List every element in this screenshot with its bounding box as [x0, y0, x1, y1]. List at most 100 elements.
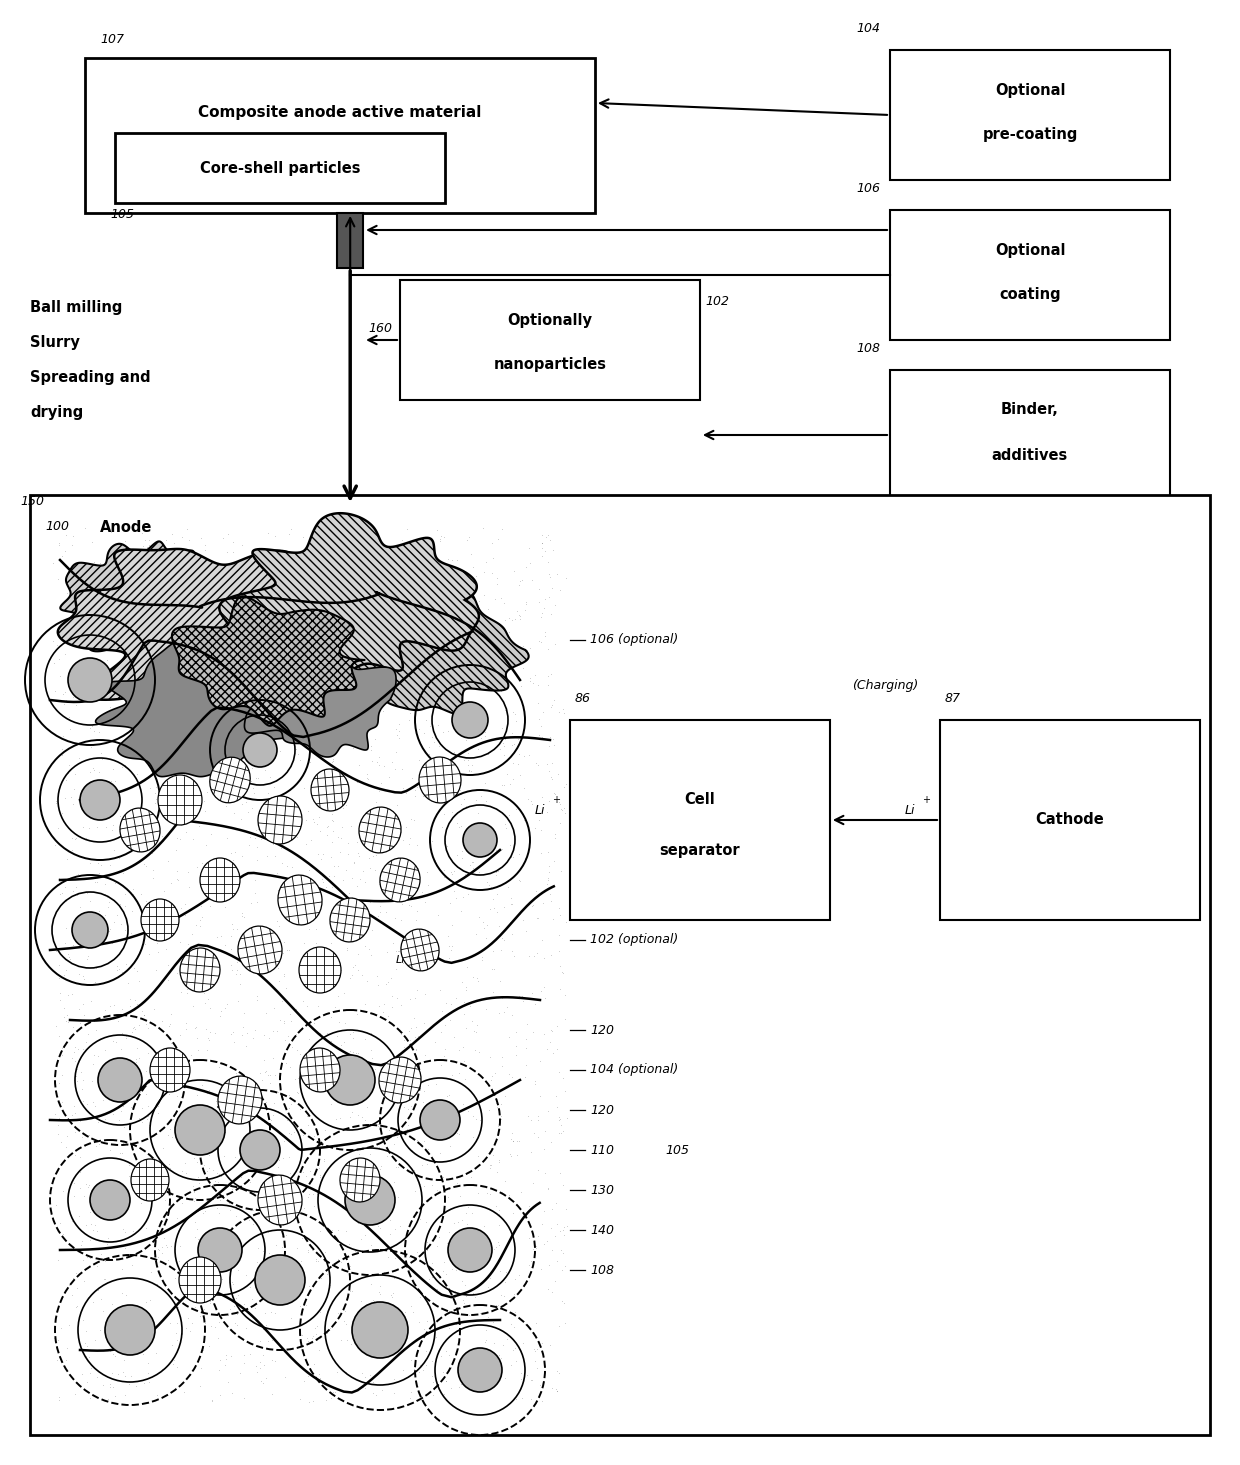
Point: [316, 823, 336, 847]
Point: [465, 1285, 485, 1308]
Point: [123, 1021, 143, 1045]
Point: [314, 1147, 334, 1171]
Point: [162, 555, 182, 579]
Point: [184, 1190, 203, 1213]
Point: [477, 913, 497, 936]
Point: [360, 694, 379, 718]
Point: [544, 782, 564, 806]
Point: [56, 768, 76, 791]
Point: [126, 1374, 146, 1398]
Point: [303, 1389, 322, 1412]
Point: [83, 549, 103, 573]
Point: [289, 965, 309, 989]
Point: [515, 845, 534, 869]
Point: [538, 637, 558, 661]
Point: [109, 571, 129, 595]
Point: [159, 1153, 179, 1176]
FancyBboxPatch shape: [940, 719, 1200, 920]
Point: [315, 737, 335, 760]
Point: [130, 812, 150, 835]
Point: [265, 1064, 285, 1087]
Point: [314, 530, 334, 554]
Point: [181, 771, 201, 794]
Point: [258, 522, 278, 545]
Point: [227, 722, 247, 746]
Point: [119, 1182, 139, 1206]
Point: [520, 943, 539, 967]
Point: [77, 1093, 97, 1116]
Point: [425, 662, 445, 686]
Point: [265, 576, 285, 599]
Point: [475, 724, 495, 747]
Point: [308, 812, 327, 835]
Point: [176, 1317, 196, 1340]
Point: [193, 1118, 213, 1141]
Point: [327, 1247, 347, 1270]
Point: [149, 1238, 169, 1261]
Point: [341, 1040, 361, 1064]
Point: [391, 694, 410, 718]
Point: [122, 621, 141, 645]
Point: [436, 990, 456, 1014]
Point: [67, 693, 87, 716]
Point: [129, 624, 149, 648]
Point: [351, 1289, 371, 1313]
Point: [306, 930, 326, 954]
Point: [144, 1146, 164, 1169]
Point: [551, 858, 570, 882]
Point: [455, 675, 475, 699]
Point: [374, 861, 394, 885]
Point: [254, 1149, 274, 1172]
Point: [363, 1289, 383, 1313]
Point: [290, 749, 310, 772]
Point: [495, 1169, 515, 1193]
Point: [311, 774, 331, 797]
Point: [549, 1108, 569, 1131]
Text: drying: drying: [30, 404, 83, 420]
Point: [394, 1028, 414, 1052]
Point: [247, 952, 267, 976]
Point: [306, 782, 326, 806]
Circle shape: [243, 732, 277, 768]
Point: [169, 689, 188, 712]
Point: [527, 1357, 547, 1380]
Point: [253, 1343, 273, 1367]
Point: [262, 1329, 281, 1352]
Point: [543, 576, 563, 599]
Point: [413, 784, 433, 807]
Point: [180, 642, 200, 665]
Point: [291, 713, 311, 737]
Point: [361, 1021, 381, 1045]
Point: [407, 834, 427, 857]
Point: [371, 797, 391, 820]
Point: [114, 1115, 134, 1138]
Point: [521, 1109, 541, 1132]
Point: [51, 665, 71, 689]
Point: [144, 583, 164, 607]
Point: [455, 1273, 475, 1297]
Point: [542, 693, 562, 716]
Point: [99, 675, 119, 699]
Point: [126, 1061, 146, 1084]
Point: [407, 979, 427, 1002]
Point: [336, 793, 356, 816]
Point: [99, 891, 119, 914]
Point: [420, 715, 440, 738]
Point: [405, 1355, 425, 1379]
Point: [134, 1371, 154, 1395]
Point: [412, 732, 432, 756]
Point: [100, 1373, 120, 1396]
Point: [250, 1081, 270, 1105]
Point: [56, 932, 76, 955]
Point: [84, 1094, 104, 1118]
Point: [433, 1165, 453, 1188]
Point: [294, 932, 314, 955]
Point: [384, 1217, 404, 1241]
Point: [88, 1279, 108, 1302]
Ellipse shape: [379, 1058, 422, 1103]
Point: [475, 721, 495, 744]
Point: [51, 1316, 71, 1339]
Point: [547, 1096, 567, 1119]
Point: [365, 727, 384, 750]
Point: [182, 675, 202, 699]
